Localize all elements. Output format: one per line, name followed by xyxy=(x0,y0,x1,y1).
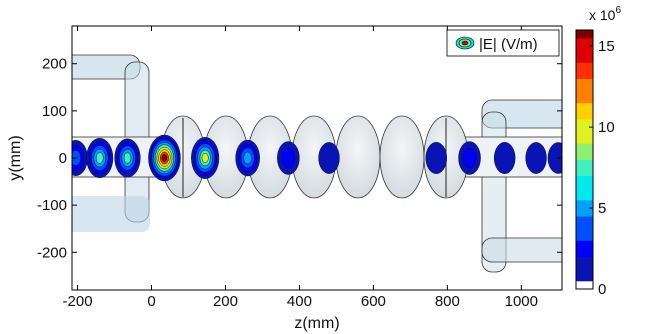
y-tick-label: 200 xyxy=(42,56,67,73)
field-spot xyxy=(458,141,481,175)
field-spot xyxy=(277,141,300,175)
field-spot xyxy=(86,137,114,179)
colorbar-exponent: x 106 xyxy=(589,5,621,23)
colorbar-scale xyxy=(576,30,593,290)
y-tick-label: 0 xyxy=(59,150,67,167)
x-tick-label: 400 xyxy=(287,293,312,310)
field-spot xyxy=(72,140,88,176)
field-spot xyxy=(235,139,260,177)
x-axis-ticks: -200 0 200 400 600 800 1000 xyxy=(63,26,538,310)
cavity-cell xyxy=(379,115,425,199)
y-tick-label: 100 xyxy=(42,103,67,120)
colorbar-tick-label: 15 xyxy=(598,38,615,55)
colorbar: 0 5 10 15 x 106 xyxy=(575,5,621,298)
field-spot xyxy=(425,142,447,174)
x-tick-label: 600 xyxy=(361,293,386,310)
colorbar-tick-label: 0 xyxy=(598,281,606,298)
x-tick-label: 0 xyxy=(147,293,155,310)
cavity-cell xyxy=(335,115,381,199)
field-spot xyxy=(547,142,562,174)
y-axis-label: y(mm) xyxy=(7,135,24,180)
field-spot xyxy=(525,142,547,174)
legend: |E| (V/m) xyxy=(446,29,560,57)
y-axis-ticks: -200 -100 0 100 200 xyxy=(37,56,562,261)
x-tick-label: 200 xyxy=(213,293,238,310)
colorbar-exponent-base: x 10 xyxy=(589,7,616,23)
field-spot xyxy=(114,138,141,178)
field-spot xyxy=(191,137,220,179)
field-spot xyxy=(148,134,181,182)
field-spots xyxy=(72,134,562,182)
x-tick-label: 1000 xyxy=(505,293,538,310)
colorbar-exponent-power: 6 xyxy=(615,5,621,16)
x-tick-label: 800 xyxy=(435,293,460,310)
colorbar-tick-label: 5 xyxy=(598,200,606,217)
legend-label: |E| (V/m) xyxy=(479,36,538,53)
x-tick-label: -200 xyxy=(63,293,93,310)
x-axis-label: z(mm) xyxy=(294,315,339,332)
y-tick-label: -200 xyxy=(37,244,67,261)
colorbar-tick-label: 10 xyxy=(598,119,615,136)
field-spot xyxy=(318,142,340,174)
colorbar-frame xyxy=(575,29,594,290)
y-tick-label: -100 xyxy=(37,197,67,214)
colorbar-ticks: 0 5 10 15 xyxy=(589,38,615,298)
legend-swatch-icon xyxy=(455,36,475,50)
field-spot xyxy=(493,142,516,174)
